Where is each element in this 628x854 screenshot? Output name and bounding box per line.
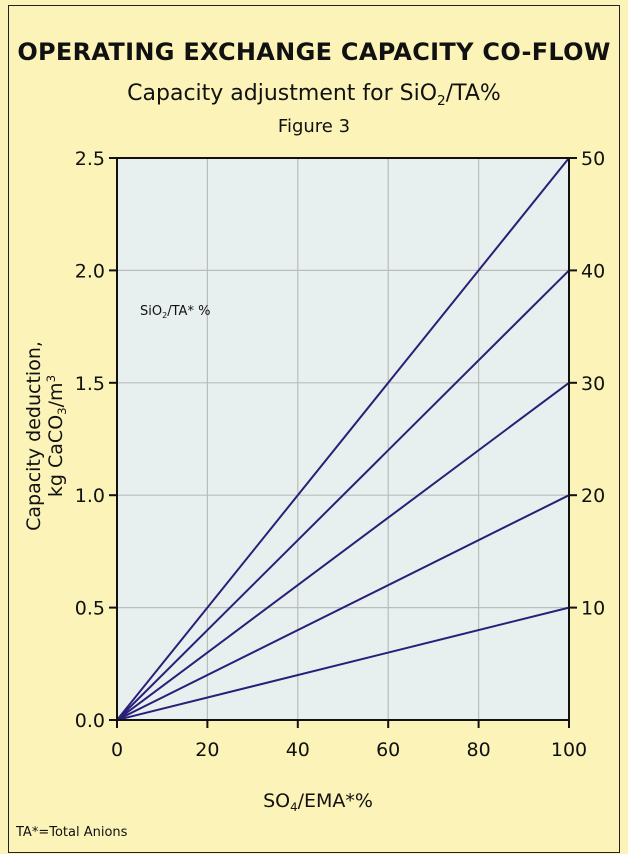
y-tick-label: 2.5 xyxy=(75,148,105,170)
subtitle-text: Capacity adjustment for SiO xyxy=(127,81,438,106)
chart-title: OPERATING EXCHANGE CAPACITY CO-FLOW xyxy=(17,38,611,66)
y-axis-label-unit: kg CaCO xyxy=(45,414,67,498)
series-line-20 xyxy=(116,494,570,721)
y-axis-label-sub: 3 xyxy=(55,407,70,415)
y-tick-label: 0.5 xyxy=(75,598,105,620)
series-line-40 xyxy=(116,269,570,721)
right-tick-label: 20 xyxy=(581,485,605,507)
x-tick-label: 60 xyxy=(376,739,400,761)
plot-border xyxy=(116,157,570,721)
y-tick-label: 1.0 xyxy=(75,485,105,507)
annotation-suffix: /TA* % xyxy=(167,304,211,319)
right-tick-label: 30 xyxy=(581,373,605,395)
right-tick-label: 40 xyxy=(581,260,605,282)
y-tick-label: 2.0 xyxy=(75,260,105,282)
x-tick-label: 40 xyxy=(286,739,310,761)
series-line-30 xyxy=(116,381,570,721)
x-axis-label-suffix: /EMA*% xyxy=(297,790,373,812)
x-tick-label: 20 xyxy=(195,739,219,761)
subtitle-subscript: 2 xyxy=(437,92,446,109)
series-line-10 xyxy=(116,606,570,721)
subtitle-suffix: /TA% xyxy=(445,81,501,106)
y-axis-label-sup: 3 xyxy=(43,374,58,383)
y-axis-label-line2: kg CaCO3/m3 xyxy=(43,341,70,531)
right-tick-label: 50 xyxy=(581,148,605,170)
series-line-50 xyxy=(116,157,570,721)
annotation-text: SiO xyxy=(140,304,163,319)
x-axis-label-sub: 4 xyxy=(290,800,298,815)
y-tick-label: 1.5 xyxy=(75,373,105,395)
x-axis-label: SO4/EMA*% xyxy=(263,790,373,815)
y-axis-label-per: /m xyxy=(45,382,67,408)
x-tick-label: 80 xyxy=(467,739,491,761)
y-tick-label: 0.0 xyxy=(75,710,105,732)
footnote: TA*=Total Anions xyxy=(16,825,128,840)
figure-number: Figure 3 xyxy=(277,116,351,137)
right-tick-label: 10 xyxy=(581,598,605,620)
y-axis-label-line1: Capacity deduction, xyxy=(23,341,45,531)
series-annotation: SiO2/TA* % xyxy=(140,304,210,319)
x-tick-label: 0 xyxy=(111,739,123,761)
x-tick-label: 100 xyxy=(551,739,587,761)
y-axis-label: Capacity deduction, kg CaCO3/m3 xyxy=(23,341,70,531)
annotation-sub: 2 xyxy=(162,310,168,320)
x-axis-label-text: SO xyxy=(263,790,291,812)
chart-subtitle: Capacity adjustment for SiO2/TA% xyxy=(0,81,628,109)
